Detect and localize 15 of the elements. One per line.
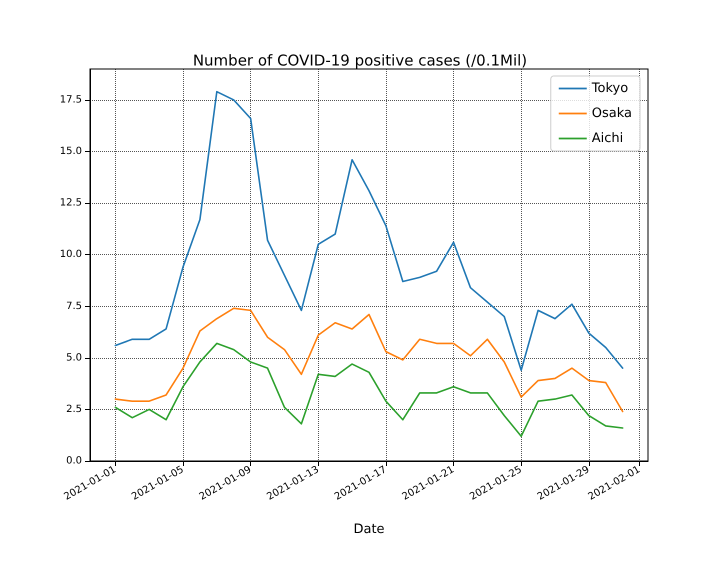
legend-label: Aichi [592,131,624,146]
x-axis-title: Date [353,522,385,537]
legend-label: Osaka [592,106,632,121]
y-tick-label: 17.5 [60,94,82,106]
line-series [114,342,624,438]
y-tick-label: 0.0 [66,456,82,466]
y-tick-label: 2.5 [66,404,82,415]
y-tick-label: 15.0 [60,146,82,158]
chart-title: Number of COVID-19 positive cases (/0.1Mil) [192,52,528,70]
y-tick-label: 10.0 [60,249,82,260]
line-series [114,308,624,412]
y-tick-label: 5.0 [66,352,82,364]
legend-label: Tokyo [590,81,628,96]
y-tick-label: 7.5 [66,300,82,312]
y-tick-label: 12.5 [60,198,82,209]
